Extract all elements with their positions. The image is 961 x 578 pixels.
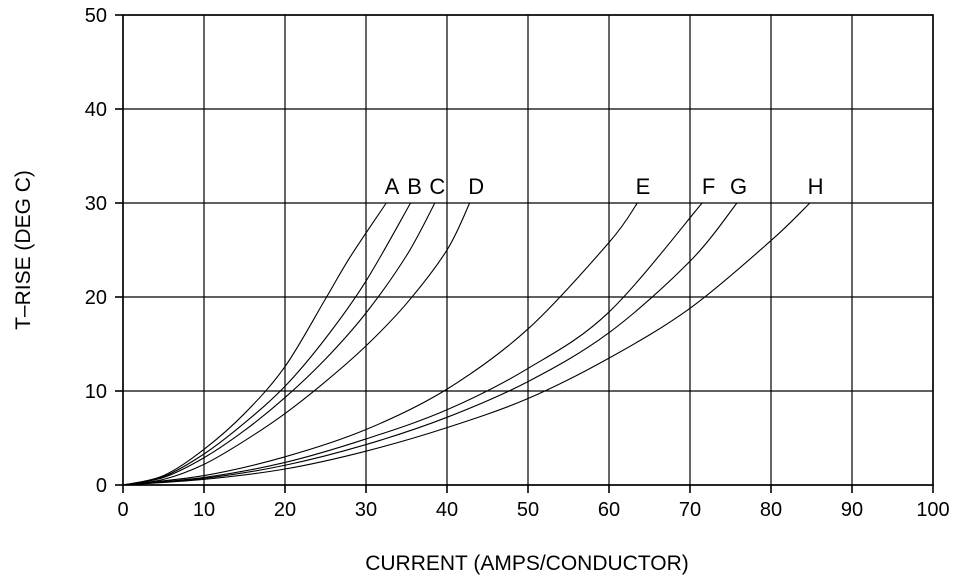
curve-label-c: C (429, 174, 445, 199)
y-tick-labels: 0 10 20 30 40 50 (85, 5, 107, 497)
curve-c (122, 202, 436, 486)
y-tick-label: 10 (85, 381, 107, 403)
curve-g (122, 202, 738, 486)
curve-label-d: D (468, 174, 484, 199)
curve-e (122, 202, 638, 486)
y-tick-label: 40 (85, 99, 107, 121)
axis-ticks (115, 14, 934, 493)
curves (122, 202, 811, 486)
x-tick-label: 30 (355, 499, 377, 521)
y-axis-title: T–RISE (DEG C) (12, 170, 35, 330)
x-tick-label: 40 (436, 499, 458, 521)
x-axis-title: CURRENT (AMPS/CONDUCTOR) (365, 552, 689, 575)
curve-label-a: A (385, 174, 400, 199)
y-tick-label: 30 (85, 193, 107, 215)
curve-f (122, 202, 703, 486)
curve-label-f: F (702, 174, 715, 199)
x-tick-label: 20 (274, 499, 296, 521)
x-tick-label: 100 (916, 499, 949, 521)
curve-h (122, 202, 811, 486)
curve-d (122, 202, 471, 486)
curve-label-h: H (808, 174, 824, 199)
x-tick-label: 50 (517, 499, 539, 521)
y-tick-label: 0 (96, 475, 107, 497)
x-tick-label: 90 (841, 499, 863, 521)
curve-b (122, 202, 412, 486)
x-tick-label: 60 (598, 499, 620, 521)
x-tick-labels: 0 10 20 30 40 50 60 70 80 90 100 (117, 499, 949, 521)
grid-lines (122, 14, 934, 486)
x-tick-label: 0 (117, 499, 128, 521)
curve-label-b: B (407, 174, 422, 199)
x-tick-label: 70 (679, 499, 701, 521)
x-tick-label: 80 (760, 499, 782, 521)
curve-label-g: G (730, 174, 747, 199)
curve-a (122, 202, 387, 486)
x-tick-label: 10 (193, 499, 215, 521)
y-tick-label: 50 (85, 5, 107, 27)
curve-label-e: E (636, 174, 651, 199)
y-tick-label: 20 (85, 287, 107, 309)
